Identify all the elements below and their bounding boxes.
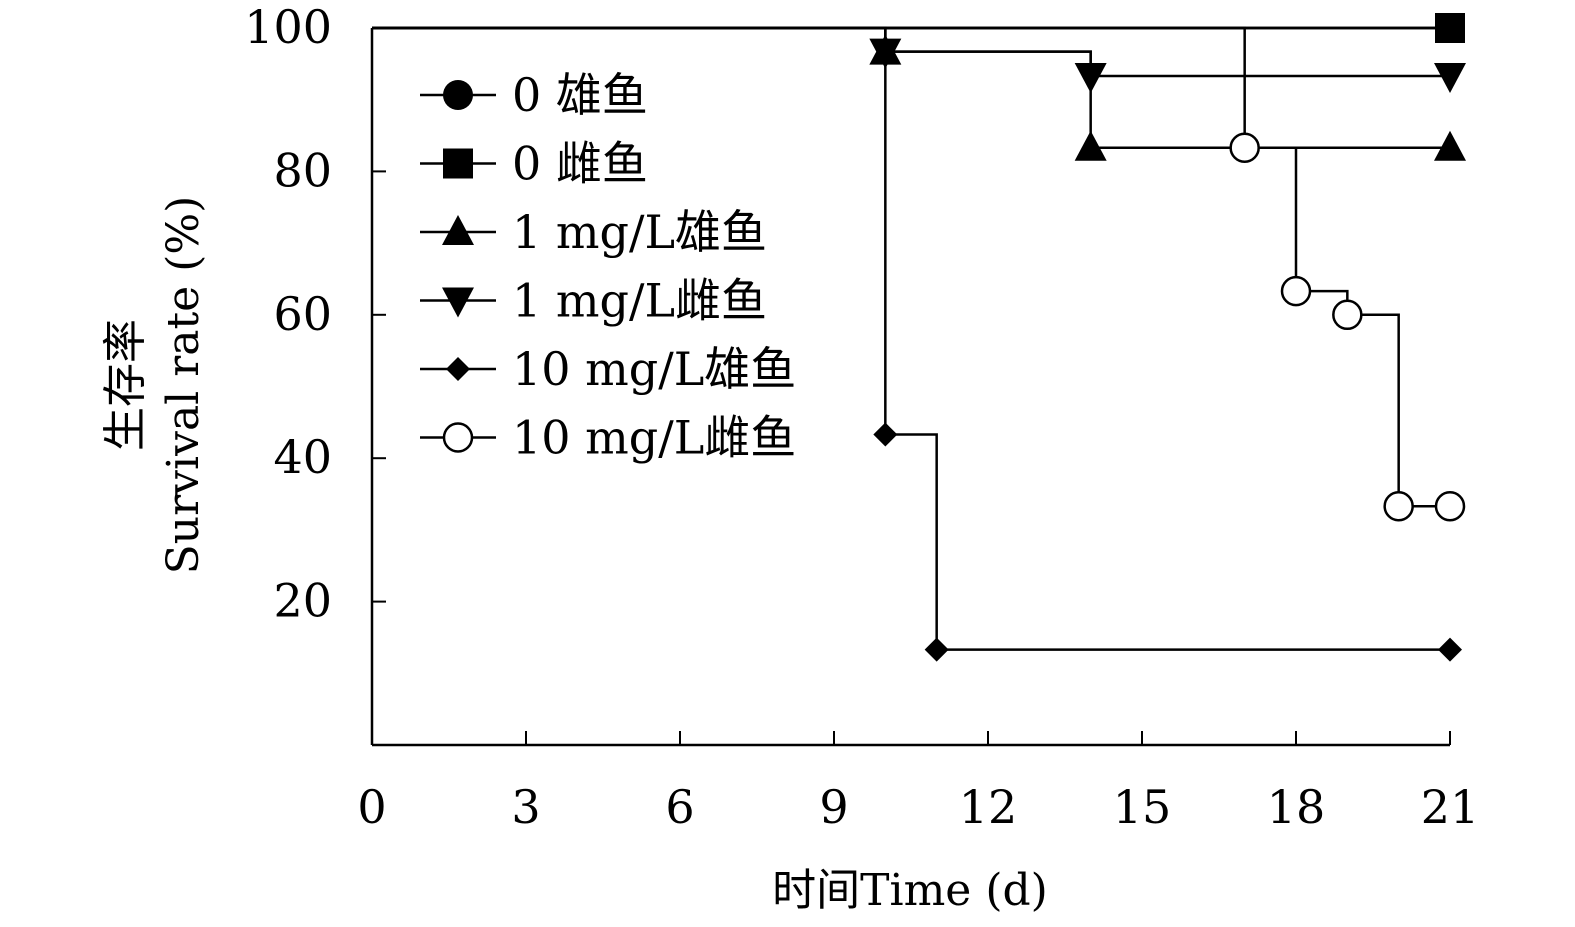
y-tick-label: 80	[273, 143, 332, 197]
legend-marker-6	[442, 422, 474, 453]
legend-marker-1	[443, 80, 473, 110]
plot-frame	[370, 26, 1450, 747]
x-tick-label: 0	[357, 780, 386, 834]
legend-marker-2	[443, 148, 473, 179]
legend-label-4: 1 mg/L雌鱼	[512, 274, 767, 328]
series-4-point	[1434, 63, 1466, 94]
series-6-point	[1229, 132, 1260, 163]
y-axis-title-english: Survival rate (%)	[158, 196, 209, 575]
x-tick-label: 15	[1113, 780, 1172, 834]
series-5-point	[924, 637, 949, 662]
legend-marker-4	[442, 287, 474, 318]
y-axis-title-chinese: 生存率	[100, 319, 151, 451]
x-tick-label: 21	[1421, 780, 1480, 834]
legend-marker-3	[442, 215, 474, 245]
series-4-point	[869, 38, 902, 69]
series-3-point	[1434, 130, 1466, 161]
y-tick-label: 100	[244, 0, 332, 54]
legend-label-3: 1 mg/L雄鱼	[512, 205, 767, 259]
series-6-point	[1280, 275, 1312, 307]
series-5-point	[873, 422, 898, 447]
legend-marker-5	[446, 357, 470, 381]
y-tick-label: 20	[273, 574, 332, 628]
legend-label-1: 0 雄鱼	[512, 68, 648, 122]
data-markers	[869, 13, 1466, 662]
legend: 0 雄鱼 0 雌鱼 1 mg/L雄鱼 1 mg/L雌鱼 10 mg/L雄鱼 10 mg/L…	[420, 68, 796, 465]
legend-label-6: 10 mg/L雌鱼	[512, 411, 796, 465]
axis-ticks: 0 3 6 9 12 15 18 21 20 40 60 80 100	[244, 0, 1479, 834]
x-tick-label: 6	[665, 780, 694, 834]
x-tick-label: 9	[819, 780, 848, 834]
y-tick-label: 40	[273, 430, 332, 484]
series-6-point	[1434, 490, 1466, 522]
series-4-point	[1074, 63, 1107, 94]
x-tick-label: 18	[1267, 780, 1326, 834]
series-line-6	[372, 26, 1450, 508]
series-6-point	[1332, 299, 1363, 331]
y-tick-label: 60	[273, 287, 332, 341]
series-6-point	[1383, 490, 1414, 522]
x-tick-label: 12	[959, 780, 1018, 834]
series-3-point	[1074, 130, 1107, 161]
series-5-point	[1438, 637, 1462, 662]
x-tick-label: 3	[511, 780, 540, 834]
legend-label-2: 0 雌鱼	[512, 137, 648, 191]
legend-label-5: 10 mg/L雄鱼	[512, 342, 796, 396]
x-axis-title: 时间Time (d)	[772, 865, 1048, 916]
